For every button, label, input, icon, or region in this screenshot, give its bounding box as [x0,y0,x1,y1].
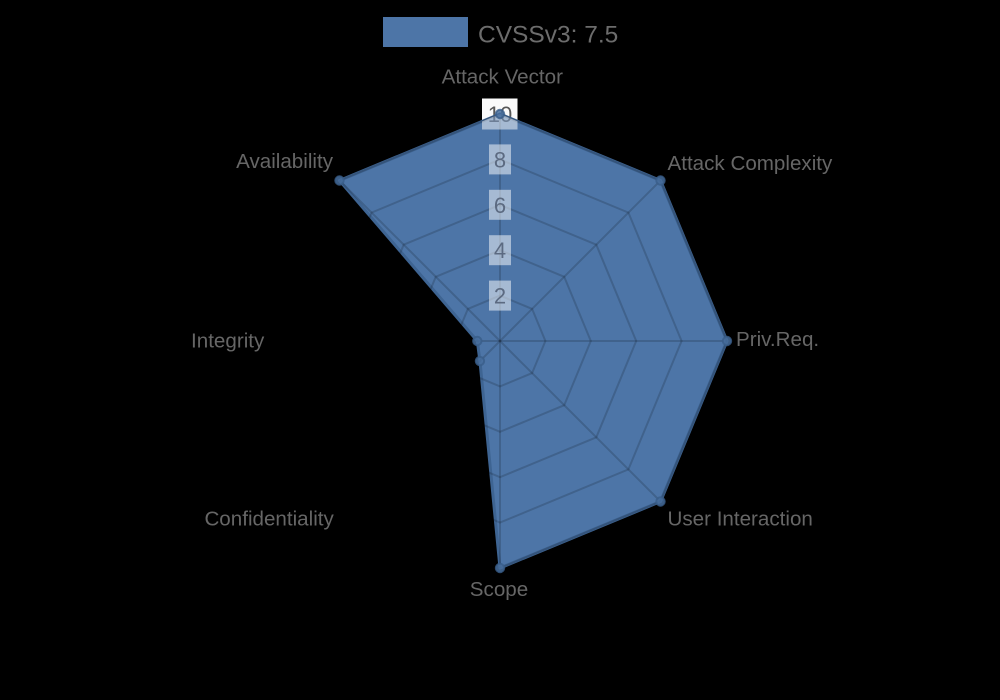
svg-text:Confidentiality: Confidentiality [204,508,334,531]
svg-text:Scope: Scope [470,578,528,601]
svg-text:8: 8 [494,147,506,172]
svg-text:Integrity: Integrity [191,330,265,353]
svg-text:10: 10 [488,102,512,127]
svg-text:6: 6 [494,193,506,218]
svg-text:CVSSv3: 7.5: CVSSv3: 7.5 [478,21,618,48]
svg-text:User Interaction: User Interaction [668,508,813,531]
svg-text:Attack Complexity: Attack Complexity [668,152,834,175]
svg-text:Availability: Availability [236,150,334,173]
svg-text:Attack Vector: Attack Vector [442,66,563,89]
svg-text:4: 4 [494,238,506,263]
svg-text:2: 2 [494,284,506,309]
svg-text:Priv.Req.: Priv.Req. [736,328,819,351]
